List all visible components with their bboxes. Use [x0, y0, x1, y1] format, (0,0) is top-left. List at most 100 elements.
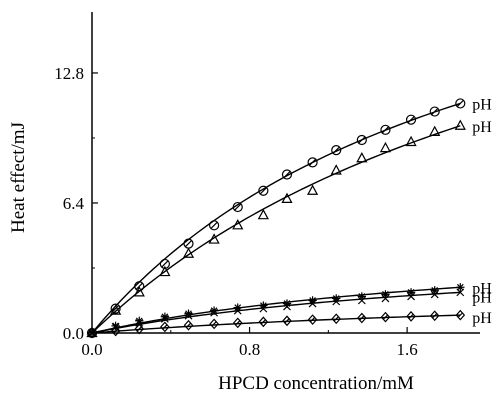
data-point [209, 220, 220, 231]
data-point [331, 313, 342, 325]
data-point [160, 321, 170, 333]
data-point [405, 135, 417, 147]
fit-curve [91, 291, 461, 334]
data-point-mark [161, 323, 168, 330]
data-point [182, 247, 195, 258]
data-point [429, 310, 440, 322]
series-labels: pH 1.2 pH 2.0 pH 4.5pH 6.0 pH 8.0 [472, 96, 494, 327]
series-ph-6-0 [88, 288, 465, 337]
data-point [208, 233, 220, 244]
series-label: pH 2.0 [472, 119, 494, 136]
data-point [110, 303, 121, 314]
data-point [332, 297, 341, 306]
data-point-mark [333, 315, 340, 322]
data-point-mark [260, 318, 267, 325]
data-point [87, 327, 97, 339]
data-point [380, 124, 391, 135]
data-point [283, 302, 291, 311]
data-point [281, 192, 293, 204]
data-point [232, 201, 243, 213]
data-point [258, 316, 269, 328]
data-point-mark [382, 314, 389, 321]
data-point [406, 310, 416, 322]
data-point [430, 290, 439, 299]
data-point [257, 208, 269, 220]
data-point-mark [112, 305, 120, 313]
data-point [258, 316, 269, 328]
data-point [307, 314, 318, 325]
data-point-mark [309, 158, 317, 166]
data-point [357, 312, 367, 324]
data-point [209, 318, 219, 330]
data-point [406, 310, 416, 322]
x-tick-label: 0.0 [81, 340, 102, 359]
data-point [380, 311, 391, 323]
data-point [356, 134, 367, 146]
data-point [160, 321, 170, 333]
data-point [210, 308, 219, 317]
data-point [405, 114, 417, 125]
data-point [307, 157, 318, 168]
y-tick-label: 12.8 [54, 64, 84, 83]
data-point-mark [358, 315, 365, 321]
data-point [380, 311, 391, 323]
data-point [184, 311, 193, 320]
data-point [233, 306, 242, 315]
data-point [456, 288, 465, 297]
data-point [429, 106, 440, 117]
data-point-mark [211, 320, 218, 327]
series-label: pH 6.0 [472, 289, 494, 306]
data-point [160, 314, 169, 323]
data-point [405, 114, 417, 125]
data-point-mark [283, 171, 291, 178]
data-point [209, 220, 220, 231]
data-point [429, 125, 441, 136]
data-point [307, 157, 318, 168]
data-point [306, 184, 319, 195]
data-point [209, 318, 219, 330]
data-point-mark [407, 116, 415, 124]
data-point [379, 141, 392, 153]
data-point [455, 309, 466, 321]
data-point [133, 286, 145, 297]
data-point [110, 304, 122, 315]
plot-area [86, 98, 466, 339]
data-point [407, 292, 415, 301]
data-point-mark [431, 108, 439, 115]
axes [91, 12, 480, 334]
data-point [183, 238, 194, 249]
data-point [331, 313, 342, 325]
data-point [183, 319, 194, 331]
data-point [381, 294, 390, 303]
data-point-mark [259, 187, 267, 195]
data-point [456, 283, 465, 292]
data-point [455, 309, 466, 321]
data-point [283, 302, 291, 311]
series-label: pH 1.2 [472, 96, 494, 113]
data-point [232, 317, 243, 329]
data-point [429, 125, 441, 136]
data-point [258, 185, 269, 196]
x-axis-title: HPCD concentration/mM [218, 373, 414, 394]
x-tick-label: 1.6 [397, 340, 418, 359]
data-point-mark [185, 322, 192, 329]
data-point [281, 192, 293, 204]
data-point [308, 299, 317, 308]
data-point [357, 312, 367, 324]
data-point [429, 310, 440, 322]
data-point [281, 169, 293, 180]
data-point [456, 288, 465, 297]
data-point [282, 315, 292, 327]
y-tick-label: 0.0 [63, 324, 84, 343]
data-point-mark [210, 221, 218, 229]
data-point [356, 152, 368, 163]
fit-curve [91, 286, 461, 334]
data-point [210, 308, 219, 317]
data-point [430, 290, 439, 299]
series-label: pH 8.0 [472, 310, 494, 327]
data-point [405, 135, 417, 147]
data-point [159, 265, 171, 277]
data-point [160, 314, 169, 323]
data-point [455, 98, 466, 109]
